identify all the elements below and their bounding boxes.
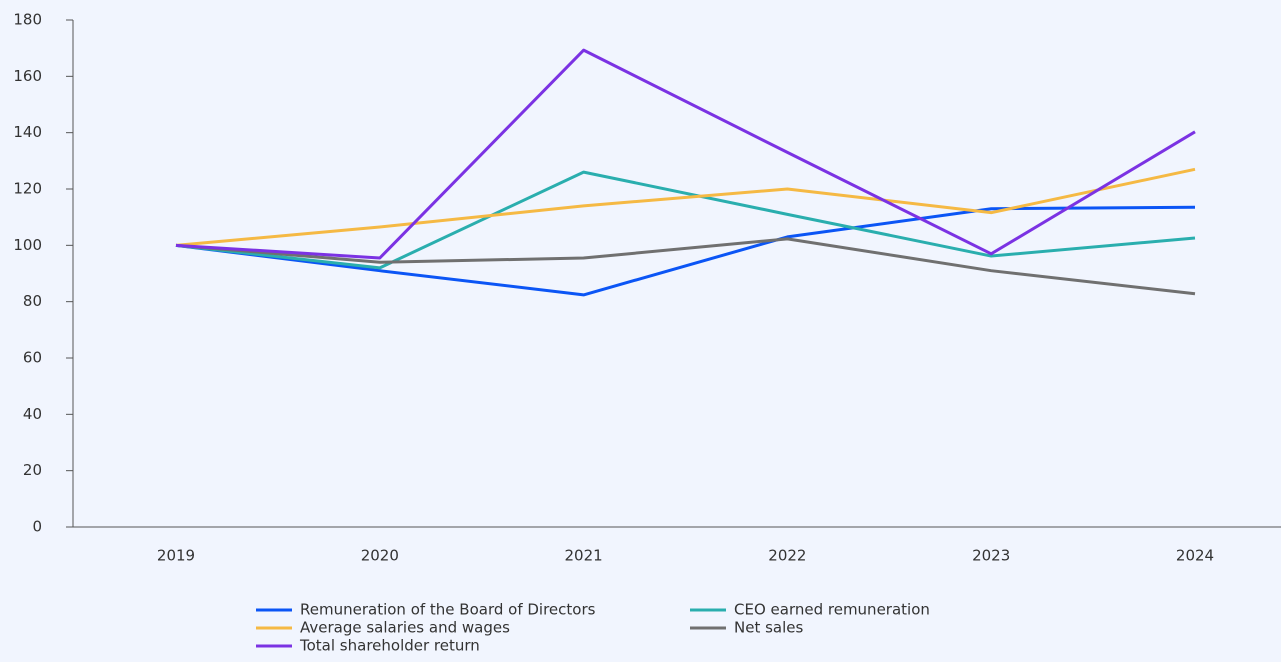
y-tick-label: 120	[13, 180, 42, 198]
legend-label: Total shareholder return	[299, 637, 480, 655]
y-tick-label: 20	[23, 461, 42, 479]
y-tick-label: 160	[13, 67, 42, 85]
y-tick-label: 0	[32, 518, 42, 536]
x-tick-label: 2022	[768, 547, 806, 565]
y-tick-label: 100	[13, 236, 42, 254]
series-line	[175, 48, 1196, 260]
x-tick-label: 2024	[1176, 547, 1214, 565]
x-tick-label: 2023	[972, 547, 1010, 565]
x-tick-label: 2020	[361, 547, 399, 565]
y-tick-label: 140	[13, 123, 42, 141]
legend-label: CEO earned remuneration	[734, 601, 930, 619]
series-line	[175, 237, 1196, 296]
y-tick-label: 180	[13, 11, 42, 29]
series-line	[175, 205, 1196, 297]
x-tick-label: 2019	[157, 547, 195, 565]
y-tick-label: 40	[23, 405, 42, 423]
x-tick-label: 2021	[565, 547, 603, 565]
y-tick-label: 60	[23, 349, 42, 367]
legend-label: Average salaries and wages	[300, 619, 510, 637]
legend-label: Net sales	[734, 619, 804, 637]
series-line	[175, 167, 1196, 247]
y-tick-label: 80	[23, 292, 42, 310]
legend-label: Remuneration of the Board of Directors	[300, 601, 596, 619]
series-line	[175, 170, 1196, 270]
